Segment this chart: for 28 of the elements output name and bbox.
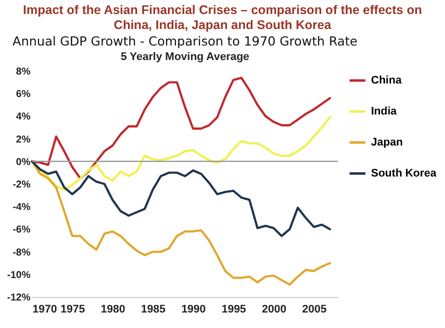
y-tick-label: 4%: [16, 112, 31, 123]
legend-label: South Korea: [371, 168, 438, 180]
y-tick-label: 2%: [16, 134, 31, 146]
legend-label: India: [371, 106, 398, 118]
x-tick-label: 1990: [181, 304, 206, 316]
x-tick-label: 1985: [141, 304, 166, 316]
y-tick-label: -8%: [12, 247, 31, 258]
line-series: [30, 160, 332, 286]
chart-subtitle: Annual GDP Growth - Comparison to 1970 Growth Rate: [12, 34, 358, 48]
legend-label: Japan: [371, 136, 404, 148]
x-tick-label: 2000: [262, 304, 286, 316]
y-tick-label: -6%: [12, 224, 31, 236]
chart-title: Impact of the Asian Financial Crises – comparison of the effects on China, India, Japan and South Korea: [22, 2, 423, 33]
x-tick-label: 1970: [32, 304, 57, 316]
y-tick-label: 8%: [16, 66, 31, 78]
y-tick-label: 0%: [16, 156, 31, 168]
y-tick-label: -4%: [12, 202, 31, 214]
x-tick-label: 1975: [60, 304, 86, 316]
y-tick-label: -2%: [12, 180, 31, 190]
x-tick-label: 1980: [100, 304, 126, 316]
x-tick-label: 2005: [302, 304, 327, 316]
y-tick-label: 6%: [16, 89, 31, 100]
legend-label: China: [371, 74, 402, 86]
x-tick-label: 1995: [222, 304, 246, 316]
y-tick-label: -10%: [7, 270, 31, 281]
line-series: [30, 160, 332, 238]
y-tick-label: -12%: [7, 292, 31, 304]
text: 5 Yearly Moving Average: [120, 51, 250, 63]
